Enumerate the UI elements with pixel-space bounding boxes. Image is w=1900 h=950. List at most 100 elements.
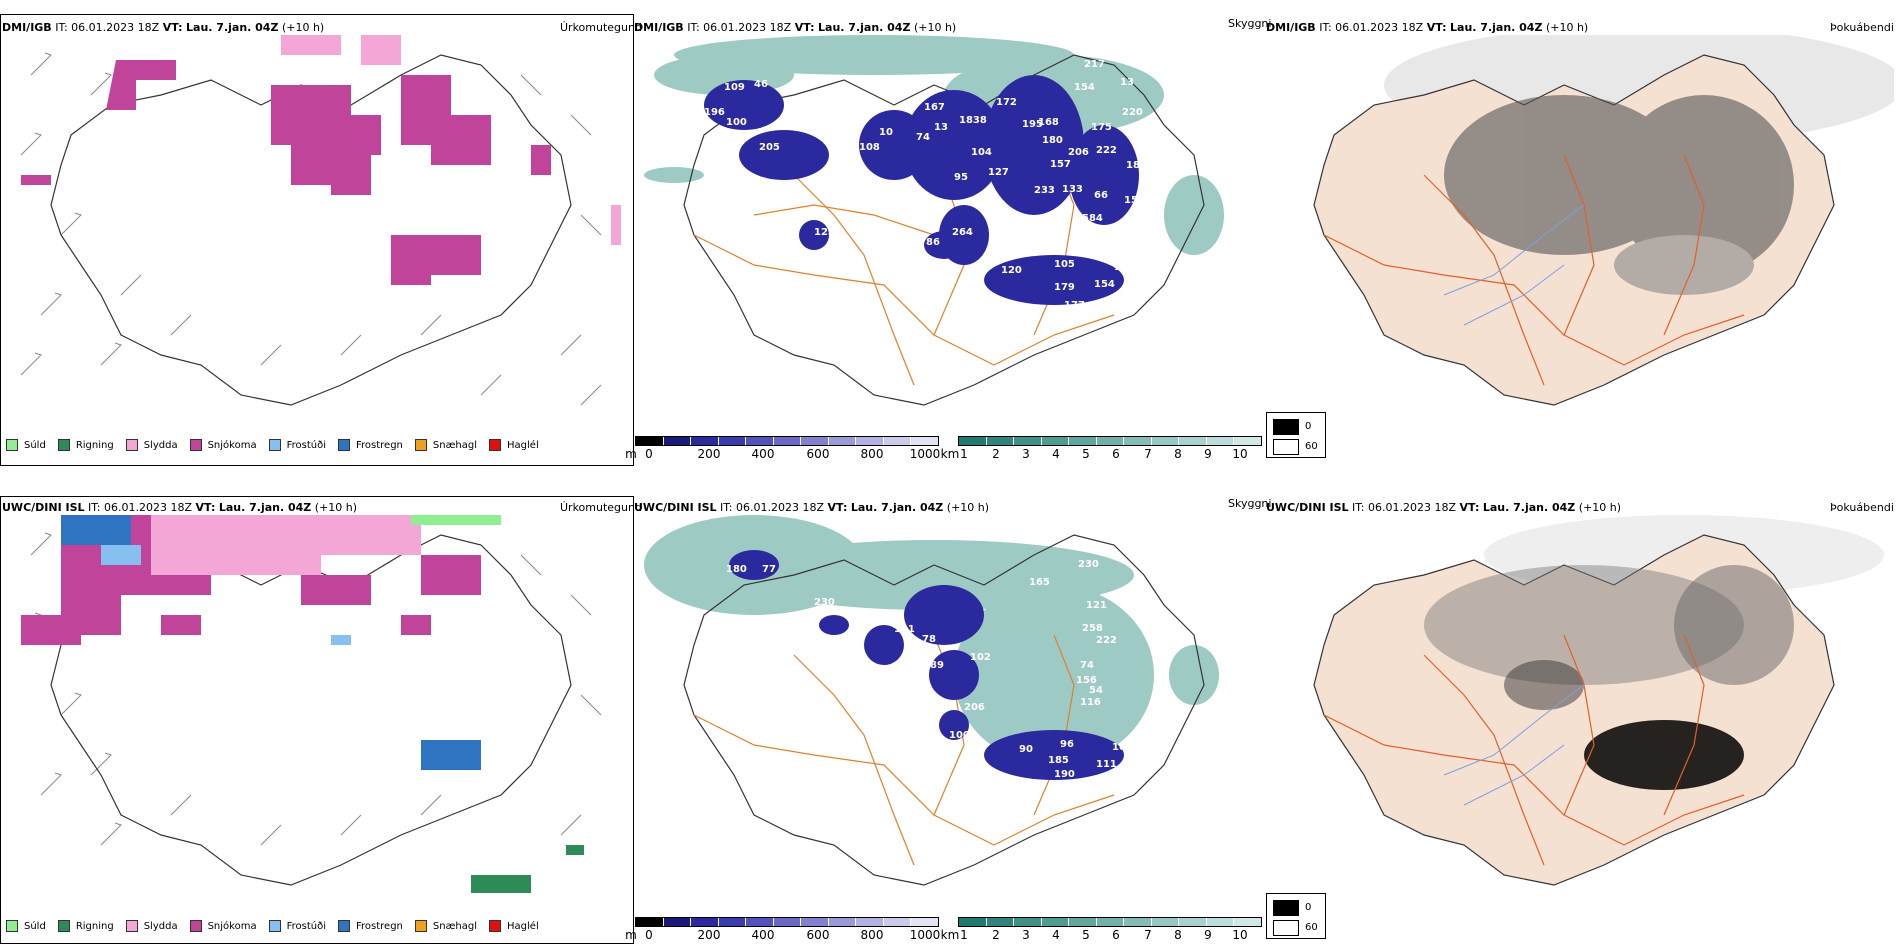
fog-swatch-black bbox=[1273, 900, 1299, 916]
swatch-haglel bbox=[489, 920, 502, 932]
roads bbox=[1323, 154, 1745, 386]
cloud-label: 66 bbox=[1094, 190, 1108, 201]
cloud-label: 156 bbox=[1076, 675, 1097, 686]
bottom-visibility-ticks: km 1 2 3 4 5 6 7 8 9 10 bbox=[940, 928, 1248, 942]
cloud-label: 111 bbox=[1096, 759, 1117, 770]
legend-item-sudl: Súld bbox=[6, 920, 46, 932]
cloud-label: 167 bbox=[924, 102, 945, 113]
legend-item-snaehagl: Snæhagl bbox=[414, 920, 477, 932]
cloud-label: 230 bbox=[814, 597, 835, 608]
cloud-label: 185 bbox=[1048, 755, 1069, 766]
cloud-label: 584 bbox=[1082, 213, 1103, 224]
cloud-label: 90 bbox=[1019, 744, 1033, 755]
cloud-label: 86 bbox=[926, 237, 940, 248]
cloud-label: 1838 bbox=[959, 115, 987, 126]
swatch-rigning bbox=[57, 439, 70, 451]
sleet-areas bbox=[281, 35, 621, 245]
iceland-outline bbox=[683, 534, 1205, 886]
bottom-fog-header: UWC/DINI ISL IT: 06.01.2023 18Z VT: Lau.… bbox=[1266, 501, 1622, 514]
cloud-label: 195 bbox=[1022, 119, 1043, 130]
legend-item-haglel: Haglél bbox=[489, 920, 539, 932]
top-ceiling-title: Skyggni bbox=[1228, 17, 1272, 30]
cloud-label: 264 bbox=[952, 227, 973, 238]
swatch-snjokoma bbox=[189, 439, 202, 451]
legend-item-frostregn: Frostregn bbox=[338, 439, 403, 451]
cloud-label: 74 bbox=[1080, 660, 1094, 671]
cloud-label: 111 bbox=[894, 624, 915, 635]
sleet-areas bbox=[151, 515, 421, 575]
cloud-base-labels: 180 77 230 111 78 89 102 206 100 90 96 1… bbox=[726, 559, 1133, 780]
cloud-label: 258 bbox=[1082, 623, 1103, 634]
cloud-label: 230 bbox=[1078, 559, 1099, 570]
fog-swatch-white bbox=[1273, 920, 1299, 936]
cloud-label: 205 bbox=[759, 142, 780, 153]
swatch-slydda bbox=[125, 439, 138, 451]
legend-item-snjokoma: Snjókoma bbox=[189, 439, 257, 451]
cloud-label: 89 bbox=[930, 660, 944, 671]
fog-areas bbox=[1424, 565, 1794, 790]
cloud-label: 100 bbox=[949, 730, 970, 741]
bottom-precip-map bbox=[20, 515, 602, 893]
cloud-label: 96 bbox=[1060, 739, 1074, 750]
cloud-label: 121 bbox=[988, 251, 1009, 262]
top-ceiling-map: 109 46 93 196 100 102 205 108 10 167 13 … bbox=[644, 35, 1224, 406]
cloud-label: 180 bbox=[1042, 135, 1063, 146]
cloud-label: 120 bbox=[1001, 265, 1022, 276]
legend-item-snjokoma: Snjókoma bbox=[189, 920, 257, 932]
cloud-base-labels: 109 46 93 196 100 102 205 108 10 167 13 … bbox=[704, 59, 1168, 311]
cloud-label: 105 bbox=[1054, 259, 1075, 270]
cloud-label: 16 bbox=[1154, 177, 1168, 188]
bottom-fog-map bbox=[1313, 515, 1884, 886]
fog-swatch-black bbox=[1273, 419, 1299, 435]
low-cloud bbox=[729, 550, 1124, 780]
cloud-label: 190 bbox=[1054, 769, 1075, 780]
cloud-label: 154 bbox=[1094, 279, 1115, 290]
swatch-frostudi bbox=[268, 920, 281, 932]
top-ceiling-header: DMI/IGB IT: 06.01.2023 18Z VT: Lau. 7.ja… bbox=[634, 21, 957, 34]
cloud-label: 156 bbox=[1114, 262, 1135, 273]
swatch-sudl bbox=[6, 439, 18, 451]
freezing-rain-areas bbox=[61, 515, 481, 770]
cloud-label: 133 bbox=[1062, 184, 1083, 195]
cloud-label: 54 bbox=[1089, 685, 1103, 696]
cloud-label: 108 bbox=[859, 142, 880, 153]
top-visibility-colorbar bbox=[958, 436, 1262, 446]
rivers bbox=[1443, 684, 1585, 806]
bottom-ceiling-map: 180 77 230 111 78 89 102 206 100 90 96 1… bbox=[644, 515, 1219, 886]
cloud-label: 179 bbox=[1054, 282, 1075, 293]
cloud-label: 13 bbox=[1120, 77, 1134, 88]
swatch-snaehagl bbox=[414, 439, 427, 451]
swatch-haglel bbox=[489, 439, 502, 451]
legend-item-frostudi: Frostúði bbox=[268, 920, 326, 932]
swatch-snjokoma bbox=[189, 920, 202, 932]
cloud-label: 177 bbox=[1064, 300, 1085, 311]
cloud-label: 104 bbox=[971, 147, 992, 158]
cloud-label: 217 bbox=[1084, 59, 1105, 70]
cloud-label: 206 bbox=[964, 702, 985, 713]
top-precip-map bbox=[20, 35, 621, 406]
cloud-label: 102 bbox=[970, 652, 991, 663]
swatch-snaehagl bbox=[414, 920, 427, 932]
cloud-label: 121 bbox=[1086, 600, 1107, 611]
cloud-label: 222 bbox=[1096, 145, 1117, 156]
top-visibility-ticks: km 1 2 3 4 5 6 7 8 9 10 bbox=[940, 447, 1248, 461]
cloud-label: 102 bbox=[801, 119, 822, 130]
cloud-label: 196 bbox=[704, 107, 725, 118]
cloud-label: 154 bbox=[1074, 82, 1095, 93]
cloud-label: 95 bbox=[954, 172, 968, 183]
cloud-label: 46 bbox=[754, 79, 768, 90]
legend-item-frostregn: Frostregn bbox=[338, 920, 403, 932]
top-precip-header: DMI/IGB IT: 06.01.2023 18Z VT: Lau. 7.ja… bbox=[2, 21, 325, 34]
cloud-label: 109 bbox=[724, 82, 745, 93]
top-ceiling-colorbar bbox=[635, 436, 939, 446]
bottom-fog-title: Þokuábendi bbox=[1830, 501, 1894, 514]
cloud-label: 637 bbox=[1072, 225, 1093, 236]
legend-item-haglel: Haglél bbox=[489, 439, 539, 451]
cloud-label: 175 bbox=[1091, 122, 1112, 133]
snow-areas bbox=[21, 60, 551, 285]
legend-item-sudl: Súld bbox=[6, 439, 46, 451]
freezing-drizzle-areas bbox=[101, 545, 351, 645]
rivers bbox=[1443, 204, 1585, 326]
swatch-frostregn bbox=[338, 920, 350, 932]
drizzle-areas bbox=[411, 515, 501, 525]
